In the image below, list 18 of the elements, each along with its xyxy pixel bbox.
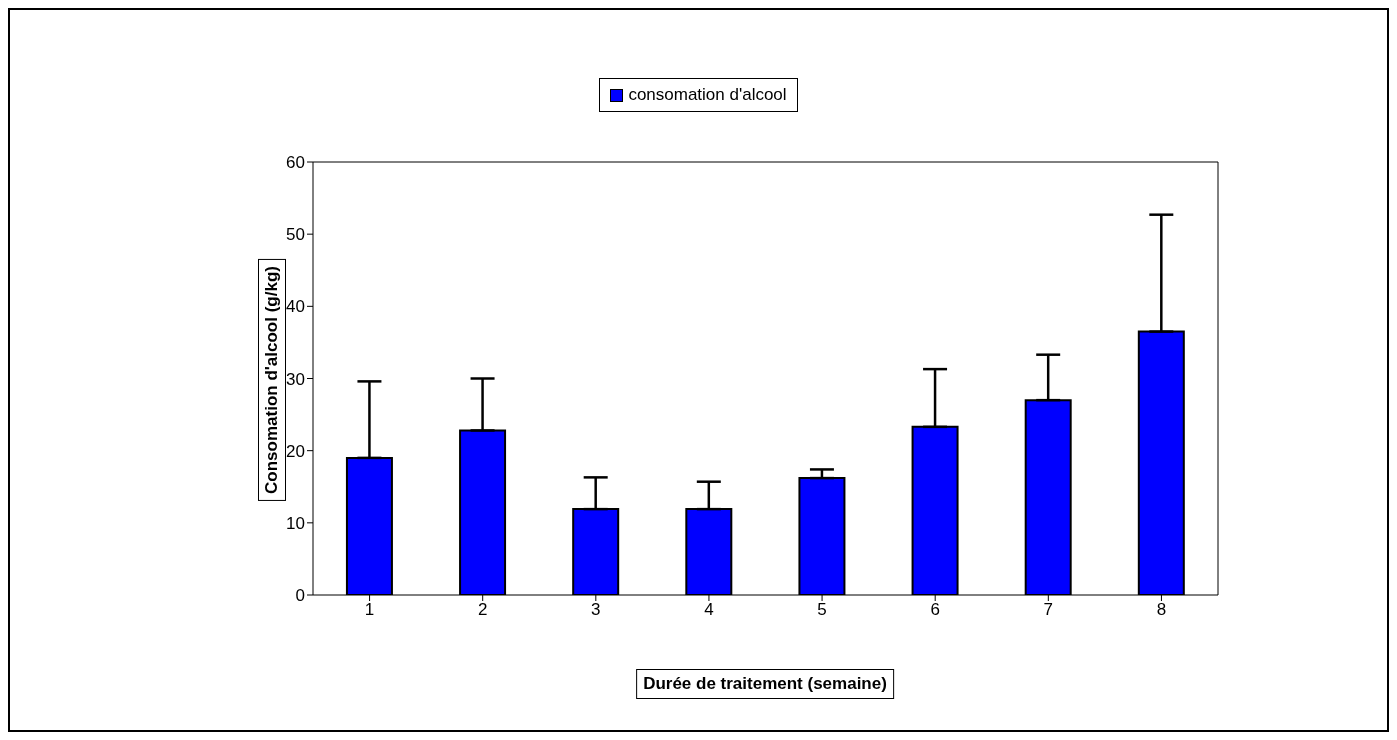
y-axis-title: Consomation d'alcool (g/kg): [258, 259, 286, 501]
y-tick-label: 40: [286, 297, 305, 317]
x-axis-title: Durée de traitement (semaine): [636, 669, 894, 699]
y-tick-label: 10: [286, 513, 305, 533]
y-tick-label: 30: [286, 369, 305, 389]
y-tick-label: 50: [286, 225, 305, 245]
x-tick-label: 2: [477, 600, 488, 620]
x-tick-label: 7: [1043, 600, 1054, 620]
x-tick-label: 8: [1156, 600, 1167, 620]
y-tick-label: 60: [286, 153, 305, 173]
legend-label: consomation d'alcool: [628, 85, 787, 105]
x-tick-label: 1: [364, 600, 375, 620]
x-tick-label: 4: [704, 600, 714, 620]
x-tick-label: 6: [930, 600, 940, 620]
x-tick-label: 3: [591, 600, 601, 620]
x-tick-label: 5: [817, 600, 827, 620]
y-tick-label: 20: [286, 441, 305, 461]
y-tick-label: 0: [295, 586, 305, 606]
